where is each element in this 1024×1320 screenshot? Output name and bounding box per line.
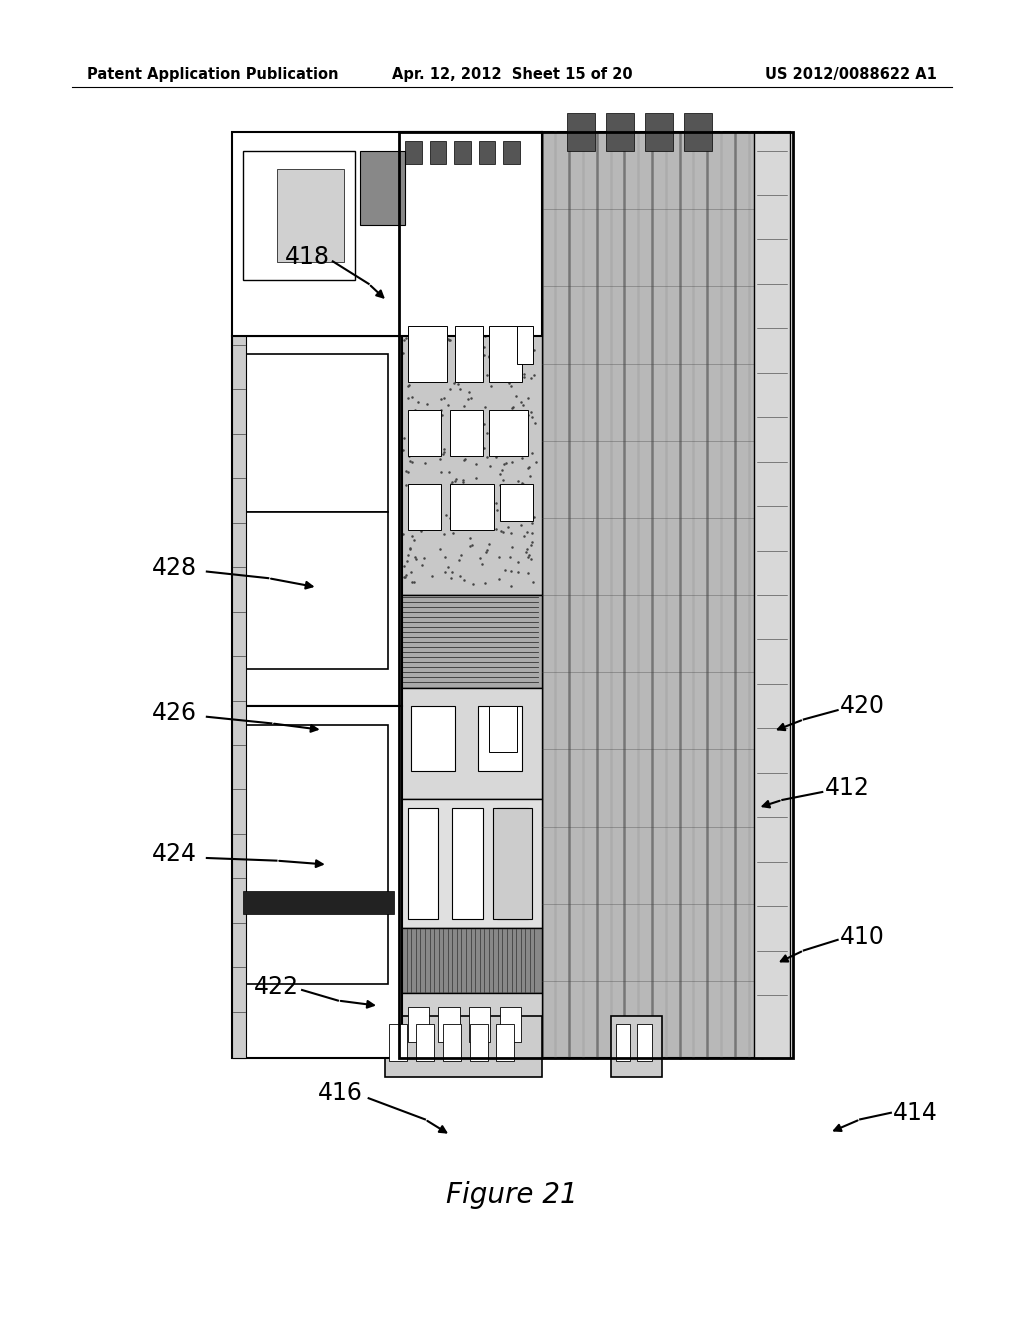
Bar xyxy=(385,1016,542,1077)
Bar xyxy=(611,1016,662,1077)
Bar xyxy=(408,326,446,381)
Bar xyxy=(464,150,503,224)
Text: 424: 424 xyxy=(152,842,197,866)
Text: 416: 416 xyxy=(317,1081,362,1105)
Bar xyxy=(478,141,496,165)
Bar xyxy=(450,484,495,531)
Bar xyxy=(408,1007,429,1043)
Bar xyxy=(399,132,542,298)
Bar xyxy=(453,808,483,919)
Bar xyxy=(232,335,246,1059)
Bar xyxy=(450,409,483,457)
Bar xyxy=(399,132,542,1059)
Bar xyxy=(606,114,634,150)
Bar xyxy=(497,1024,514,1061)
Text: 414: 414 xyxy=(893,1101,938,1125)
Text: 428: 428 xyxy=(152,556,197,579)
Bar xyxy=(232,706,402,1059)
Bar xyxy=(360,150,404,224)
Bar xyxy=(232,335,402,706)
Bar xyxy=(399,132,793,1059)
Bar xyxy=(399,799,542,928)
Bar xyxy=(276,169,344,261)
Bar xyxy=(243,891,394,915)
Bar xyxy=(470,1024,487,1061)
Bar xyxy=(754,132,790,1059)
Bar xyxy=(454,141,471,165)
Bar xyxy=(411,706,456,771)
Bar xyxy=(514,160,537,197)
Bar xyxy=(488,409,527,457)
Text: 422: 422 xyxy=(254,975,299,999)
Bar xyxy=(542,132,790,1059)
Bar xyxy=(494,808,532,919)
Bar xyxy=(232,132,542,335)
Bar xyxy=(477,706,522,771)
Bar xyxy=(429,141,446,165)
Bar xyxy=(399,928,542,993)
Bar xyxy=(500,484,534,521)
Bar xyxy=(399,595,542,688)
Bar xyxy=(399,298,542,595)
Text: 418: 418 xyxy=(285,246,330,269)
Text: 426: 426 xyxy=(152,701,197,725)
Bar xyxy=(480,160,514,215)
Bar xyxy=(243,150,354,280)
Bar xyxy=(488,326,522,381)
Bar xyxy=(500,1007,521,1043)
Bar xyxy=(243,512,388,669)
Bar xyxy=(408,808,438,919)
Bar xyxy=(497,808,527,919)
Text: US 2012/0088622 A1: US 2012/0088622 A1 xyxy=(765,67,937,82)
Bar xyxy=(645,114,673,150)
Bar xyxy=(389,1024,408,1061)
Bar xyxy=(399,993,542,1059)
Bar xyxy=(684,114,712,150)
Bar xyxy=(243,354,388,512)
Bar xyxy=(416,1024,434,1061)
Bar xyxy=(567,114,595,150)
Bar xyxy=(443,1024,461,1061)
Text: 412: 412 xyxy=(825,776,870,800)
Bar xyxy=(488,706,516,752)
Bar xyxy=(516,326,534,363)
Text: Patent Application Publication: Patent Application Publication xyxy=(87,67,339,82)
Bar xyxy=(408,484,441,531)
Bar xyxy=(503,141,520,165)
Bar xyxy=(615,1024,631,1061)
Bar xyxy=(404,141,422,165)
Bar xyxy=(469,1007,490,1043)
Text: Apr. 12, 2012  Sheet 15 of 20: Apr. 12, 2012 Sheet 15 of 20 xyxy=(392,67,632,82)
Bar xyxy=(438,1007,460,1043)
Bar xyxy=(408,150,446,224)
Text: 410: 410 xyxy=(840,925,885,949)
Bar xyxy=(243,725,388,983)
Text: Figure 21: Figure 21 xyxy=(446,1180,578,1209)
Bar xyxy=(399,688,542,799)
Bar xyxy=(408,409,441,457)
Text: 420: 420 xyxy=(840,694,885,718)
Bar xyxy=(637,1024,651,1061)
Bar xyxy=(456,326,483,381)
